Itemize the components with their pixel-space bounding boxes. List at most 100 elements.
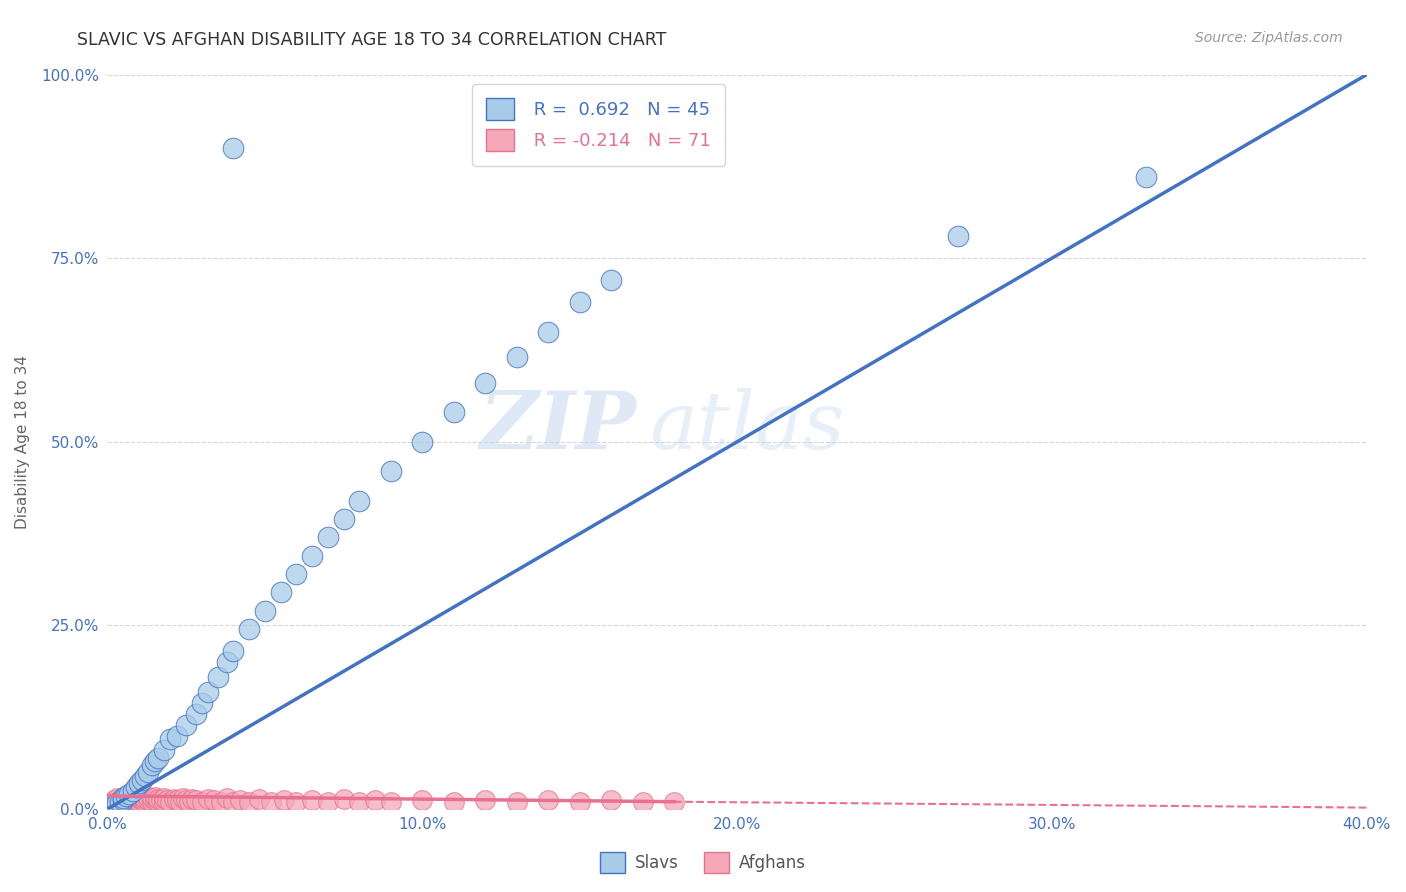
Point <box>332 512 354 526</box>
Point <box>108 796 131 810</box>
Point <box>166 729 188 743</box>
Point <box>162 791 184 805</box>
Point <box>169 795 191 809</box>
Point <box>134 791 156 805</box>
Point <box>131 790 153 805</box>
Point <box>134 795 156 809</box>
Text: ZIP: ZIP <box>479 388 637 466</box>
Point <box>184 706 207 721</box>
Point <box>103 793 125 807</box>
Point <box>143 754 166 768</box>
Point <box>112 793 135 807</box>
Point <box>662 795 685 809</box>
Point <box>207 670 229 684</box>
Point <box>128 795 150 809</box>
Point <box>209 795 232 809</box>
Point <box>285 567 308 582</box>
Point <box>118 793 141 807</box>
Point <box>105 796 128 810</box>
Point <box>146 791 169 805</box>
Point <box>134 769 156 783</box>
Point <box>222 141 245 155</box>
Point <box>156 793 179 807</box>
Point <box>204 793 226 807</box>
Point <box>260 795 283 809</box>
Point <box>105 795 128 809</box>
Point <box>222 644 245 658</box>
Point <box>174 793 197 807</box>
Point <box>105 791 128 805</box>
Point <box>118 790 141 805</box>
Point <box>103 798 125 813</box>
Point <box>112 791 135 805</box>
Point <box>141 795 163 809</box>
Point <box>270 585 292 599</box>
Point <box>349 795 371 809</box>
Point <box>537 793 560 807</box>
Point <box>474 376 496 390</box>
Point <box>131 793 153 807</box>
Point <box>146 750 169 764</box>
Point <box>166 793 188 807</box>
Point <box>443 795 465 809</box>
Point <box>115 791 138 805</box>
Point <box>600 793 623 807</box>
Point <box>537 325 560 339</box>
Point <box>184 793 207 807</box>
Point <box>138 790 160 805</box>
Point <box>568 295 591 310</box>
Point <box>380 464 402 478</box>
Point <box>217 655 239 669</box>
Point <box>506 351 529 365</box>
Point <box>115 789 138 803</box>
Point <box>153 795 176 809</box>
Point <box>253 604 276 618</box>
Point <box>112 791 135 805</box>
Point <box>238 622 260 636</box>
Point <box>141 758 163 772</box>
Point <box>1135 170 1157 185</box>
Point <box>143 790 166 805</box>
Point <box>316 795 339 809</box>
Point <box>349 493 371 508</box>
Point <box>125 790 148 805</box>
Y-axis label: Disability Age 18 to 34: Disability Age 18 to 34 <box>15 355 30 529</box>
Point <box>247 791 270 805</box>
Point <box>103 796 125 810</box>
Point <box>380 795 402 809</box>
Point <box>332 791 354 805</box>
Point <box>238 795 260 809</box>
Point <box>141 791 163 805</box>
Point <box>138 793 160 807</box>
Point <box>128 791 150 805</box>
Point <box>100 798 122 813</box>
Point <box>121 795 143 809</box>
Point <box>125 793 148 807</box>
Point <box>118 788 141 802</box>
Point <box>285 795 308 809</box>
Point <box>191 795 214 809</box>
Text: Source: ZipAtlas.com: Source: ZipAtlas.com <box>1195 31 1343 45</box>
Legend:  R =  0.692   N = 45,  R = -0.214   N = 71: R = 0.692 N = 45, R = -0.214 N = 71 <box>472 84 725 166</box>
Point <box>153 743 176 757</box>
Point <box>115 795 138 809</box>
Point <box>159 795 181 809</box>
Point <box>197 791 219 805</box>
Point <box>146 795 169 809</box>
Point <box>108 793 131 807</box>
Point <box>108 795 131 809</box>
Point <box>443 405 465 419</box>
Point <box>301 793 323 807</box>
Point <box>316 530 339 544</box>
Point <box>273 793 295 807</box>
Point <box>301 549 323 563</box>
Point <box>121 791 143 805</box>
Point <box>631 795 654 809</box>
Point <box>138 765 160 780</box>
Point <box>228 793 250 807</box>
Point <box>149 793 172 807</box>
Point <box>121 783 143 797</box>
Text: atlas: atlas <box>650 388 845 466</box>
Point <box>474 793 496 807</box>
Point <box>568 795 591 809</box>
